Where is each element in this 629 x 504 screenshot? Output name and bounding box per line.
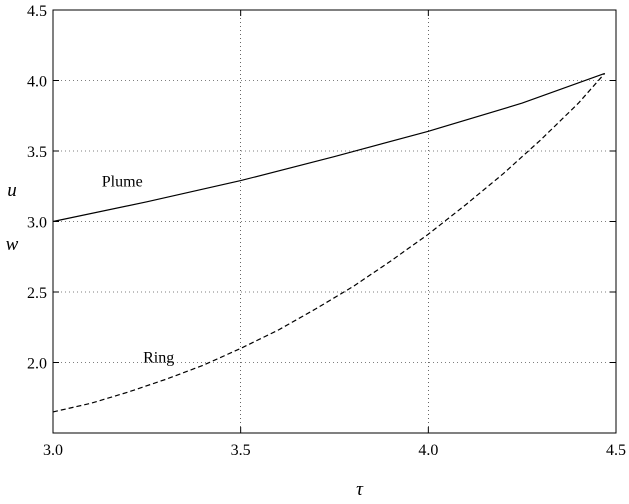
y-axis-label-u: u [7, 180, 17, 201]
y-axis-label-w: w [6, 234, 19, 255]
y-tick-label: 4.5 [27, 3, 47, 20]
x-axis-label: τ [356, 479, 364, 500]
series-line-ring [52, 73, 606, 413]
labels: 3.0 3.5 4.0 4.5 2.0 2.5 3.0 3.5 4.0 4.5 Plume Ring τ… [6, 3, 626, 500]
y-tick-label: 4.0 [27, 74, 47, 91]
series-line-plume [52, 72, 605, 223]
x-tick-label: 3.0 [43, 442, 63, 459]
x-tick-label: 4.0 [418, 442, 438, 459]
annotation-ring: Ring [143, 350, 174, 367]
y-tick-label: 2.5 [27, 285, 47, 302]
ticks [52, 9, 617, 433]
annotation-plume: Plume [102, 173, 143, 190]
y-tick-label: 3.5 [27, 144, 47, 161]
x-tick-label: 3.5 [231, 442, 251, 459]
series-layer [52, 72, 606, 413]
y-tick-label: 2.0 [27, 356, 47, 373]
y-tick-label: 3.0 [27, 215, 47, 232]
x-tick-label: 4.5 [606, 442, 626, 459]
grid-lines [53, 10, 616, 433]
